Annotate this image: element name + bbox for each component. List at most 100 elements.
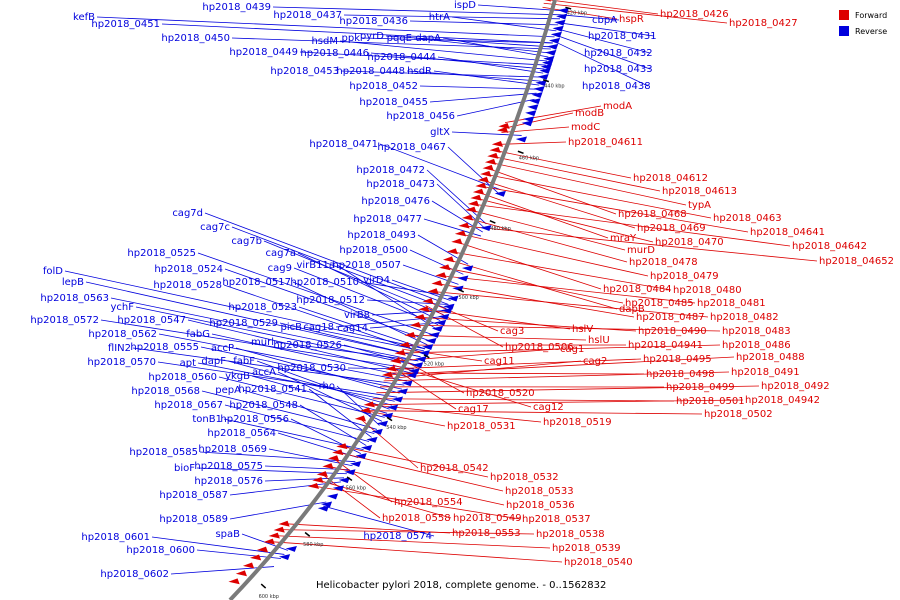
gene-label-hp2018-0487: hp2018_0487 (636, 312, 705, 323)
forward-gene-feature (414, 314, 426, 320)
gene-label-spab: spaB (215, 529, 240, 540)
gene-label-hp2018-0528: hp2018_0528 (153, 280, 222, 291)
gene-label-ykgb: ykgB (225, 371, 250, 382)
reverse-leader-line (187, 319, 412, 374)
forward-gene-feature (381, 371, 394, 378)
forward-gene-feature (363, 401, 375, 408)
gene-label-hp2018-0601: hp2018_0601 (81, 532, 150, 543)
forward-leader-line (365, 410, 703, 415)
scale-tick (457, 288, 465, 293)
forward-gene-feature (480, 170, 492, 177)
reverse-gene-feature (422, 344, 434, 350)
gene-label-hp2018-0555: hp2018_0555 (130, 342, 199, 353)
gene-label-cag12: cag12 (533, 402, 564, 413)
reverse-leader-line (231, 226, 447, 309)
gene-label-htra: htrA (429, 12, 450, 23)
gene-label-hp2018-0444: hp2018_0444 (367, 52, 436, 63)
gene-features (228, 0, 570, 585)
legend: Forward Reverse (839, 10, 887, 36)
reverse-leader-line (223, 284, 423, 354)
reverse-leader-line (413, 37, 550, 54)
reverse-gene-feature (434, 319, 447, 326)
forward-leader-line (472, 203, 791, 247)
forward-leader-line (432, 291, 709, 318)
gene-label-apt: apt (180, 358, 196, 369)
reverse-gene-feature (317, 505, 329, 512)
gene-label-hp2018-0498: hp2018_0498 (646, 369, 715, 380)
forward-leader-line (459, 233, 649, 277)
gene-label-rho: rho (319, 381, 335, 392)
reverse-gene-feature (376, 420, 388, 427)
gene-label-cag7c: cag7c (200, 222, 230, 233)
gene-label-hp2018-0538: hp2018_0538 (536, 529, 605, 540)
forward-leader-line (321, 473, 381, 519)
gene-label-hp2018-0549: hp2018_0549 (453, 513, 522, 524)
forward-leader-line (279, 529, 535, 535)
forward-gene-feature (273, 526, 285, 533)
gene-label-cag17: cag17 (458, 404, 489, 415)
forward-gene-feature (477, 176, 489, 183)
reverse-leader-line (409, 20, 559, 26)
forward-gene-feature (394, 349, 406, 356)
forward-leader-line (470, 209, 626, 251)
gene-label-hp2018-0541: hp2018_0541 (238, 384, 307, 395)
gene-label-accp: accP (211, 343, 234, 354)
reverse-gene-feature (494, 190, 506, 197)
reverse-gene-feature (401, 380, 413, 387)
blue-square-icon (839, 26, 849, 36)
gene-label-hp2018-0470: hp2018_0470 (655, 237, 724, 248)
scale-tick-label: 480 kbp (490, 226, 510, 232)
gene-label-hp2018-0570: hp2018_0570 (87, 357, 156, 368)
forward-leader-line (475, 197, 654, 243)
reverse-leader-line (297, 252, 441, 321)
gene-label-hp2018-0568: hp2018_0568 (131, 386, 200, 397)
gene-label-hp2018-0602: hp2018_0602 (100, 569, 169, 580)
forward-leader-line (365, 410, 446, 427)
forward-leader-line (327, 465, 505, 506)
reverse-gene-feature (391, 396, 404, 403)
gene-label-flin2: flIN2 (108, 343, 131, 354)
forward-leader-line (387, 356, 735, 376)
reverse-leader-line (242, 389, 378, 430)
gene-label-hp2018-0587: hp2018_0587 (159, 490, 228, 501)
gene-label-hp2018-0432: hp2018_0432 (584, 48, 653, 59)
forward-gene-feature (489, 146, 501, 153)
forward-gene-feature (544, 0, 551, 2)
forward-leader-line (283, 523, 451, 534)
gene-label-murl: murl (251, 337, 274, 348)
gene-label-picb: picB (281, 322, 303, 333)
reverse-gene-feature (556, 13, 568, 20)
forward-leader-line (542, 6, 618, 20)
forward-leader-line (397, 356, 465, 394)
gene-label-hp2018-0490: hp2018_0490 (638, 326, 707, 337)
forward-leader-line (427, 301, 499, 332)
gene-label-hp2018-0451: hp2018_0451 (91, 19, 160, 30)
gene-label-pqqe: pqqE (387, 33, 412, 44)
gene-label-vird4: virD4 (363, 275, 390, 286)
reverse-gene-feature (428, 331, 440, 338)
scale-tick (260, 583, 267, 589)
gene-label-hp2018-04612: hp2018_04612 (633, 173, 708, 184)
gene-label-hspr: hspR (619, 14, 644, 25)
gene-label-hp2018-0427: hp2018_0427 (729, 18, 798, 29)
forward-gene-feature (442, 256, 455, 263)
reverse-leader-line (268, 448, 353, 467)
gene-label-cag14: cag14 (337, 323, 368, 334)
gene-label-hp2018-0483: hp2018_0483 (722, 326, 791, 337)
forward-gene-feature (451, 238, 463, 245)
gene-label-fabg: fabG (186, 329, 210, 340)
forward-leader-line (480, 185, 749, 233)
forward-gene-feature (399, 341, 411, 348)
reverse-leader-line (161, 23, 553, 44)
gene-label-hp2018-0560: hp2018_0560 (148, 372, 217, 383)
reverse-gene-feature (406, 372, 418, 379)
forward-gene-feature (439, 264, 451, 271)
forward-gene-feature (446, 248, 458, 255)
forward-leader-line (368, 404, 542, 423)
gene-label-mray: mraY (610, 233, 637, 244)
reverse-gene-feature (447, 295, 459, 302)
gene-label-hp2018-0554: hp2018_0554 (394, 497, 463, 508)
reverse-leader-line (256, 360, 390, 410)
gene-label-hp2018-04941: hp2018_04941 (628, 340, 703, 351)
